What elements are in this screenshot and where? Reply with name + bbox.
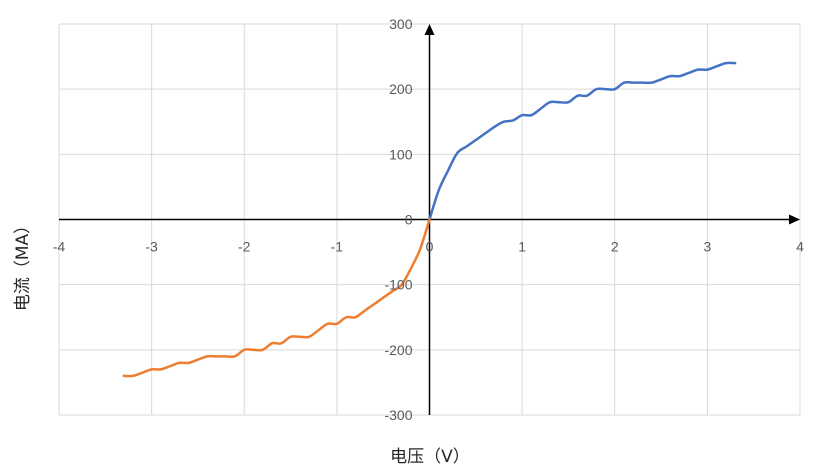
y-axis-title: 电流（MA）	[13, 217, 33, 311]
x-tick-label: -1	[331, 239, 344, 255]
x-tick-label: 0	[426, 239, 434, 255]
y-tick-label: -200	[384, 342, 412, 358]
series-lines	[122, 61, 737, 378]
x-tick-label: 4	[796, 239, 804, 255]
x-axis-title: 电压（V）	[390, 447, 470, 467]
series-line-1	[122, 218, 431, 378]
x-tick-label: -2	[238, 239, 251, 255]
series-line-0	[428, 61, 737, 221]
y-axis-arrow-icon	[424, 24, 435, 35]
x-tick-label: 2	[611, 239, 619, 255]
tick-labels: -4 -3 -2 -1 0 1 2 3 4 -300 -200 -100 0 100 200 300	[53, 16, 804, 423]
x-tick-label: 1	[518, 239, 526, 255]
y-tick-label: -300	[384, 407, 412, 423]
x-tick-label: -4	[53, 239, 66, 255]
x-axis-arrow-icon	[789, 214, 800, 225]
y-tick-label: 200	[389, 81, 413, 97]
y-tick-label: 0	[405, 212, 413, 228]
y-tick-label: 300	[389, 16, 413, 32]
x-tick-label: -3	[145, 239, 158, 255]
x-tick-label: 3	[703, 239, 711, 255]
y-tick-label: 100	[389, 146, 413, 162]
y-tick-label: -100	[384, 277, 412, 293]
